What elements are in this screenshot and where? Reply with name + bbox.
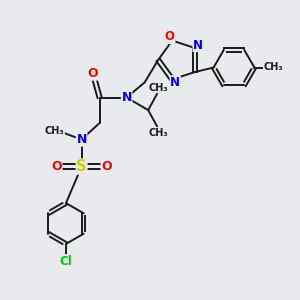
Text: Cl: Cl — [60, 255, 72, 268]
Text: CH₃: CH₃ — [149, 128, 169, 138]
Text: CH₃: CH₃ — [45, 126, 64, 136]
Text: S: S — [76, 159, 87, 174]
Text: O: O — [51, 160, 62, 173]
Text: O: O — [165, 31, 175, 44]
Text: O: O — [87, 67, 98, 80]
Text: CH₃: CH₃ — [263, 62, 283, 73]
Text: N: N — [122, 91, 132, 104]
Text: N: N — [76, 133, 87, 146]
Text: N: N — [170, 76, 180, 89]
Text: N: N — [193, 38, 203, 52]
Text: O: O — [101, 160, 112, 173]
Text: CH₃: CH₃ — [149, 82, 169, 93]
